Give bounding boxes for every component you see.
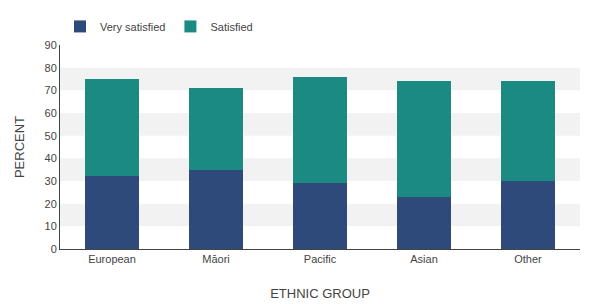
svg-text:ETHNIC GROUP: ETHNIC GROUP bbox=[270, 286, 370, 301]
svg-text:PERCENT: PERCENT bbox=[12, 116, 27, 178]
svg-text:Pacific: Pacific bbox=[304, 253, 337, 265]
svg-text:Asian: Asian bbox=[410, 253, 438, 265]
svg-text:40: 40 bbox=[45, 152, 57, 164]
svg-text:European: European bbox=[88, 253, 136, 265]
svg-text:Satisfied: Satisfied bbox=[210, 21, 252, 33]
svg-text:Very satisfied: Very satisfied bbox=[100, 21, 165, 33]
svg-text:0: 0 bbox=[51, 243, 57, 255]
svg-text:Māori: Māori bbox=[202, 253, 230, 265]
svg-text:80: 80 bbox=[45, 62, 57, 74]
svg-text:30: 30 bbox=[45, 175, 57, 187]
svg-text:70: 70 bbox=[45, 84, 57, 96]
svg-text:20: 20 bbox=[45, 198, 57, 210]
svg-text:10: 10 bbox=[45, 220, 57, 232]
svg-text:60: 60 bbox=[45, 107, 57, 119]
svg-text:50: 50 bbox=[45, 130, 57, 142]
svg-text:Other: Other bbox=[514, 253, 542, 265]
svg-text:90: 90 bbox=[45, 39, 57, 51]
